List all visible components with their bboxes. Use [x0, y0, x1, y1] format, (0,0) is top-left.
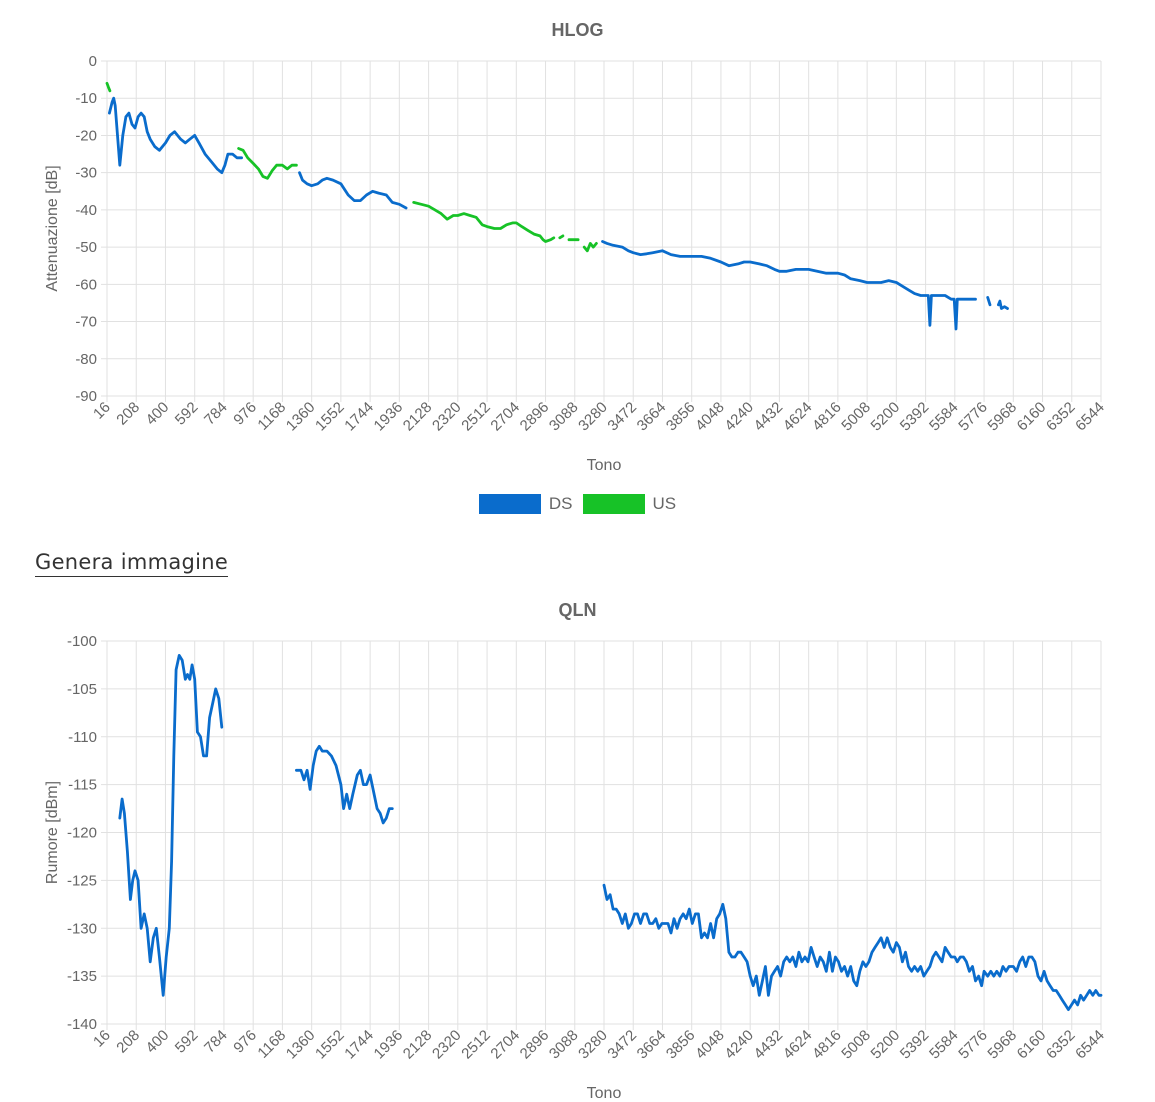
x-tick-label: 1360 — [283, 1027, 319, 1063]
x-tick-label: 3856 — [663, 1027, 699, 1063]
hlog-chart-title: HLOG — [551, 20, 604, 40]
x-tick-label: 400 — [143, 1027, 173, 1057]
x-tick-label: 4048 — [692, 1027, 728, 1063]
x-tick-label: 2896 — [517, 1027, 553, 1063]
x-axis-label: Tono — [587, 1085, 622, 1102]
y-tick-label: -110 — [68, 729, 97, 746]
x-tick-label: 4816 — [809, 1027, 845, 1063]
x-tick-label: 4624 — [780, 1027, 816, 1063]
x-tick-label: 5584 — [926, 1027, 962, 1063]
series-us-segment — [412, 200, 556, 243]
x-tick-label: 2320 — [429, 1027, 465, 1063]
y-tick-label: -125 — [67, 872, 97, 889]
x-tick-label: 1552 — [312, 1027, 348, 1063]
x-tick-label: 208 — [113, 1027, 143, 1057]
hlog-legend: DS US — [0, 494, 1155, 514]
series-ds-segment — [108, 96, 244, 175]
y-tick-label: -115 — [68, 777, 97, 794]
y-tick-label: -120 — [67, 825, 97, 842]
series-us-segment — [105, 81, 112, 93]
x-tick-label: 3664 — [634, 1027, 670, 1063]
x-tick-label: 5392 — [897, 1027, 933, 1063]
series-us-segment — [582, 241, 598, 253]
x-tick-label: 2512 — [458, 1027, 494, 1063]
legend-swatch-us — [582, 494, 645, 514]
x-tick-label: 6160 — [1014, 1027, 1050, 1063]
legend-item-ds[interactable]: DS — [478, 494, 573, 514]
x-tick-label: 4240 — [721, 1027, 757, 1063]
x-tick-label: 2704 — [488, 1027, 524, 1063]
y-axis-label: Attenuazione [dB] — [44, 165, 61, 291]
series-line-segment — [602, 883, 1103, 1011]
y-tick-label: -70 — [75, 314, 97, 331]
y-tick-label: -130 — [67, 920, 97, 937]
series-ds-segment — [997, 299, 1009, 310]
x-tick-label: 3472 — [604, 1027, 640, 1063]
legend-label-us: US — [652, 494, 677, 513]
x-tick-label: 2128 — [400, 1027, 436, 1063]
series-ds-segment — [986, 295, 992, 307]
y-tick-label: -140 — [67, 1016, 97, 1033]
y-tick-label: -60 — [75, 276, 97, 293]
x-tick-label: 592 — [172, 1027, 202, 1057]
x-tick-label: 5968 — [985, 1027, 1021, 1063]
x-tick-label: 3088 — [546, 1027, 582, 1063]
series-line-segment — [294, 744, 394, 825]
x-tick-label: 4432 — [751, 1027, 787, 1063]
y-tick-label: -30 — [75, 165, 97, 182]
x-tick-label: 5008 — [838, 1027, 874, 1063]
series-us-segment — [558, 234, 565, 240]
y-tick-label: -10 — [75, 90, 97, 107]
series-us-segment — [237, 147, 298, 180]
x-tick-label: 6352 — [1043, 1027, 1079, 1063]
legend-swatch-ds — [478, 494, 541, 514]
x-axis-label: Tono — [587, 457, 622, 474]
y-tick-label: -50 — [75, 239, 97, 256]
legend-label-ds: DS — [548, 494, 573, 513]
x-tick-label: 784 — [201, 1027, 231, 1057]
x-tick-label: 5776 — [955, 1027, 991, 1063]
series-ds-segment — [298, 171, 408, 210]
y-tick-label: -105 — [67, 681, 97, 698]
series-line-segment — [118, 654, 224, 997]
y-tick-label: 0 — [89, 53, 97, 70]
x-tick-label: 1936 — [371, 1027, 407, 1063]
y-tick-label: -80 — [75, 351, 97, 368]
x-tick-label: 6544 — [1072, 1027, 1108, 1063]
y-tick-label: -135 — [67, 968, 97, 985]
series-ds-segment — [601, 240, 977, 331]
y-tick-label: -40 — [75, 202, 97, 219]
y-tick-label: -90 — [75, 388, 97, 405]
y-tick-label: -20 — [75, 127, 97, 144]
generate-image-button[interactable]: Genera immagine — [35, 550, 229, 577]
x-tick-label: 3280 — [575, 1027, 611, 1063]
x-tick-label: 1168 — [254, 1027, 289, 1062]
legend-item-us[interactable]: US — [582, 494, 677, 514]
qln-chart-title: QLN — [558, 600, 597, 620]
y-tick-label: -100 — [67, 633, 97, 650]
x-tick-label: 5200 — [868, 1027, 904, 1063]
y-axis-label: Rumore [dBm] — [44, 781, 61, 884]
x-tick-label: 1744 — [341, 1027, 377, 1063]
